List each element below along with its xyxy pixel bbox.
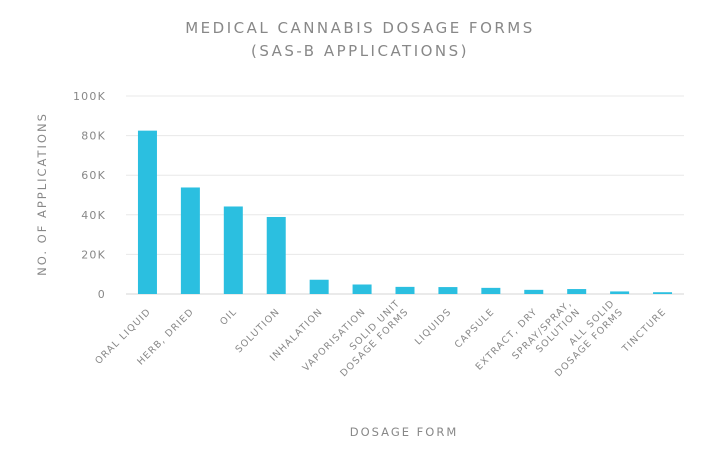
- bar: [266, 216, 286, 294]
- bar: [610, 291, 630, 294]
- x-tick-label-line: Capsule: [453, 306, 497, 350]
- y-tick-labels: 0 20K 40K 60K 80K 100K: [73, 90, 106, 301]
- bar: [180, 187, 200, 294]
- x-tick-label-line: Oil: [218, 306, 239, 327]
- y-tick-label: 80K: [81, 130, 106, 143]
- bars: [137, 130, 673, 294]
- y-tick-label: 60K: [81, 169, 106, 182]
- bar: [309, 279, 329, 294]
- x-tick-labels: Oral LiquidHerb, Dried OilSolutionInhalat…: [93, 298, 668, 379]
- bar: [438, 287, 458, 294]
- x-tick-label: Capsule: [453, 306, 497, 350]
- x-tick-label: Tincture: [620, 306, 669, 355]
- y-tick-label: 100K: [73, 90, 106, 103]
- bar: [223, 206, 243, 294]
- bar: [524, 289, 544, 294]
- gridlines: [126, 95, 684, 295]
- bar: [137, 130, 157, 294]
- bar: [352, 284, 372, 294]
- bar: [395, 286, 415, 294]
- y-axis-title: No. of Applications: [35, 112, 49, 276]
- x-tick-label: Oil: [218, 306, 239, 327]
- chart-title: Medical Cannabis Dosage Forms: [185, 19, 535, 37]
- x-tick-label-line: Liquids: [413, 306, 454, 347]
- chart-subtitle: (SAS-B Applications): [251, 42, 469, 60]
- y-tick-label: 20K: [81, 248, 106, 261]
- x-axis-title: Dosage Form: [350, 425, 459, 439]
- x-tick-label: Liquids: [413, 306, 454, 347]
- x-tick-label-line: Tincture: [620, 306, 669, 355]
- bar: [481, 287, 501, 294]
- y-tick-label: 40K: [81, 209, 106, 222]
- bar: [567, 289, 587, 294]
- bar: [653, 292, 673, 294]
- y-tick-label: 0: [98, 288, 106, 301]
